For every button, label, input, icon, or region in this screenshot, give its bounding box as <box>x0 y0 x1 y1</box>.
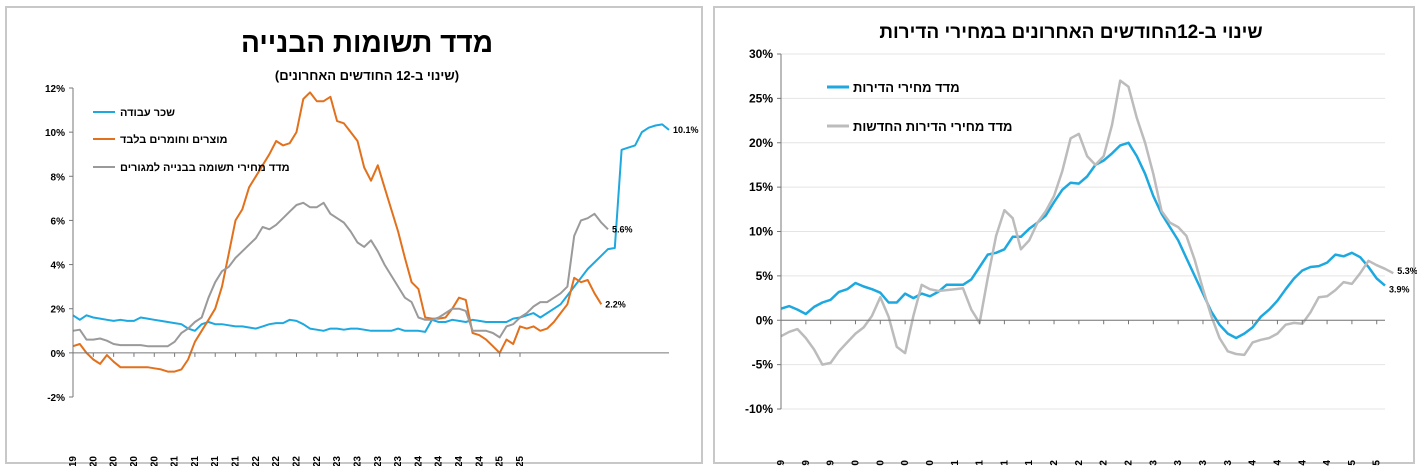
x-tick-label: Dec-19 <box>68 456 79 466</box>
chart-subtitle: (שינוי ב-12 החודשים האחרונים) <box>275 68 459 83</box>
legend-label-new-housing: מדד מחירי הדירות החדשות <box>853 119 1012 134</box>
y-tick-label: 4% <box>51 261 66 272</box>
y-tick-label: 10% <box>45 128 65 139</box>
legend: שכר עבודה מוצרים וחומרים בלבד מדד מחירי … <box>93 107 290 174</box>
x-tick-label: Aug-20 <box>900 460 911 466</box>
x-tick-label: Jun-21 <box>190 456 201 466</box>
x-tick-label: Feb-25 <box>1347 460 1358 466</box>
series-line-new-housing <box>780 79 1394 366</box>
series-line-wages <box>72 123 670 333</box>
x-tick-label: Mar-23 <box>332 456 343 466</box>
y-tick-label: -10% <box>745 402 773 416</box>
y-tick-label: -5% <box>752 358 774 372</box>
x-tick-label: May-20 <box>875 460 886 466</box>
x-tick-label: Aug-23 <box>1198 460 1209 466</box>
y-tick-label: 20% <box>749 136 773 150</box>
x-tick-label: Feb-20 <box>850 460 861 466</box>
x-tick-label: Jun-22 <box>271 456 282 466</box>
legend: מדד מחירי הדירות מדד מחירי הדירות החדשות <box>827 80 1012 134</box>
legend-label-wages: שכר עבודה <box>120 107 175 119</box>
x-tick-label: Mar-20 <box>88 456 99 466</box>
x-tick-label: Jun-23 <box>352 456 363 466</box>
x-tick-label: Dec-20 <box>149 456 160 466</box>
y-tick-label: 10% <box>749 225 773 239</box>
x-tick-label: Feb-21 <box>950 460 961 466</box>
x-tick-label: Dec-24 <box>474 456 485 466</box>
x-tick-label: Sep-21 <box>210 456 221 466</box>
end-value-label-total: 5.6% <box>612 224 633 234</box>
y-tick-label: 0% <box>756 313 774 327</box>
y-tick-label: -2% <box>47 393 65 404</box>
y-tick-label: 8% <box>51 172 66 183</box>
x-tick-label: Nov-19 <box>826 460 837 466</box>
chart-panel-construction-inputs: -2% 0% 2% 4% 6% 8% 10% 12% Dec-19 Mar-20 Jun-20 Sep… <box>5 6 703 466</box>
x-tick-label: May-23 <box>1173 460 1184 466</box>
end-value-label-materials: 2.2% <box>605 299 626 309</box>
series-line-housing <box>780 141 1386 340</box>
x-tick-label: Mar-24 <box>413 456 424 466</box>
x-tick-label: Sep-24 <box>454 456 465 466</box>
x-tick-label: Nov-24 <box>1322 460 1333 466</box>
x-tick-label: Sep-22 <box>292 456 303 466</box>
x-tick-label: Mar-22 <box>251 456 262 466</box>
x-tick-label: Feb-24 <box>1248 460 1259 466</box>
legend-label-total: מדד מחירי תשומה בבנייה למגורים <box>120 161 290 174</box>
end-value-label-new-housing: 5.3% <box>1397 266 1417 276</box>
y-tick-label: 0% <box>51 349 66 360</box>
housing-prices-chart: -10% -5% 0% 5% 10% 15% 20% 25% 30% May-19 Aug-19 No… <box>745 22 1417 466</box>
x-tick-label: Jun-20 <box>109 456 120 466</box>
y-tick-label: 30% <box>749 47 773 61</box>
x-tick-label: Nov-20 <box>925 460 936 466</box>
x-tick-label: Sep-23 <box>373 456 384 466</box>
x-tick-label: Jun-25 <box>515 456 526 466</box>
chart-panel-housing-prices: -10% -5% 0% 5% 10% 15% 20% 25% 30% May-19 Aug-19 No… <box>713 6 1417 466</box>
x-tick-label: Aug-22 <box>1099 460 1110 466</box>
y-tick-label: 12% <box>45 84 65 95</box>
x-tick-label: May-25 <box>1372 460 1383 466</box>
x-tick-label: Aug-19 <box>801 460 812 466</box>
series-line-materials <box>72 91 603 373</box>
y-tick-label: 6% <box>51 216 66 227</box>
x-tick-label: Aug-21 <box>999 460 1010 466</box>
x-tick-label: May-19 <box>776 460 787 466</box>
x-tick-label: Mar-25 <box>495 456 506 466</box>
chart-title: שינוי ב-12החודשים האחרונים במחירי הדירות <box>879 22 1262 43</box>
x-tick-label: Aug-24 <box>1297 460 1308 466</box>
x-tick-label: Jun-24 <box>434 456 445 466</box>
x-tick-label: Feb-23 <box>1148 460 1159 466</box>
y-tick-label: 15% <box>749 180 773 194</box>
legend-label-materials: מוצרים וחומרים בלבד <box>120 133 228 146</box>
x-tick-label: Nov-23 <box>1223 460 1234 466</box>
x-tick-label: May-22 <box>1074 460 1085 466</box>
y-tick-label: 5% <box>756 269 774 283</box>
x-tick-label: Dec-22 <box>312 456 323 466</box>
construction-inputs-chart: -2% 0% 2% 4% 6% 8% 10% 12% Dec-19 Mar-20 Jun-20 Sep… <box>45 27 699 466</box>
x-tick-label: Dec-21 <box>231 456 242 466</box>
x-tick-label: Dec-23 <box>393 456 404 466</box>
y-tick-label: 25% <box>749 91 773 105</box>
x-tick-label: Feb-22 <box>1049 460 1060 466</box>
x-tick-label: Nov-22 <box>1124 460 1135 466</box>
legend-label-housing: מדד מחירי הדירות <box>853 80 960 95</box>
x-tick-label: Nov-21 <box>1024 460 1035 466</box>
x-tick-label: May-21 <box>975 460 986 466</box>
chart-title: מדד תשומות הבנייה <box>241 27 493 58</box>
series-line-total <box>72 201 609 348</box>
x-tick-label: Sep-20 <box>129 456 140 466</box>
end-value-label-wages: 10.1% <box>673 125 699 135</box>
x-tick-label: May-24 <box>1272 460 1283 466</box>
y-tick-label: 2% <box>51 305 66 316</box>
x-tick-label: Mar-21 <box>170 456 181 466</box>
end-value-label-housing: 3.9% <box>1389 285 1410 295</box>
